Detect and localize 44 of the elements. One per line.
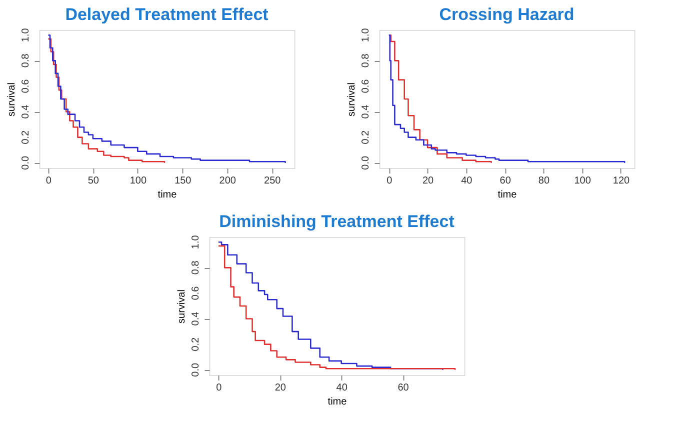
- y-tick-label: 0.2: [190, 336, 202, 352]
- x-tick-label: 0: [46, 176, 52, 186]
- x-tick-label: 50: [88, 176, 100, 186]
- y-tick-label: 0.4: [20, 104, 32, 119]
- y-axis-title: survival: [176, 290, 188, 324]
- x-axis-title: time: [158, 190, 178, 200]
- x-tick-label: 200: [219, 176, 236, 186]
- x-axis-title: time: [328, 396, 348, 408]
- x-tick-label: 60: [398, 382, 410, 394]
- x-axis-title: time: [498, 190, 518, 200]
- x-tick-label: 0: [216, 382, 222, 394]
- x-tick-label: 40: [461, 176, 473, 186]
- y-tick-label: 0.4: [190, 311, 202, 326]
- y-tick-label: 0.4: [360, 104, 372, 119]
- y-tick-label: 0.6: [190, 286, 202, 300]
- y-tick-label: 0.0: [20, 156, 32, 170]
- x-tick-label: 20: [274, 382, 286, 394]
- y-tick-label: 0.0: [190, 362, 202, 377]
- chart-title: Crossing Hazard: [439, 5, 574, 24]
- y-tick-label: 0.0: [360, 156, 372, 170]
- x-tick-label: 250: [264, 176, 282, 186]
- y-tick-label: 0.6: [20, 78, 32, 94]
- y-axis-title: survival: [346, 82, 358, 116]
- x-tick-label: 80: [538, 176, 550, 186]
- y-axis-title: survival: [6, 82, 18, 116]
- x-tick-label: 100: [574, 176, 592, 186]
- chart-title: Delayed Treatment Effect: [65, 5, 269, 24]
- y-tick-label: 1.0: [20, 28, 32, 42]
- y-tick-label: 1.0: [360, 28, 372, 42]
- y-tick-label: 0.2: [20, 130, 32, 144]
- x-tick-label: 150: [174, 176, 192, 186]
- y-tick-label: 0.8: [190, 260, 202, 275]
- y-tick-label: 0.8: [360, 53, 372, 68]
- chart-title: Diminishing Treatment Effect: [219, 212, 455, 232]
- x-tick-label: 120: [612, 176, 630, 186]
- x-tick-label: 100: [130, 176, 147, 186]
- y-tick-label: 0.8: [20, 53, 32, 68]
- y-tick-label: 1.0: [190, 234, 202, 250]
- x-tick-label: 40: [336, 382, 348, 394]
- x-tick-label: 60: [500, 176, 512, 186]
- y-tick-label: 0.2: [360, 130, 372, 144]
- y-tick-label: 0.6: [360, 78, 372, 94]
- x-tick-label: 20: [422, 176, 434, 186]
- x-tick-label: 0: [386, 176, 393, 186]
